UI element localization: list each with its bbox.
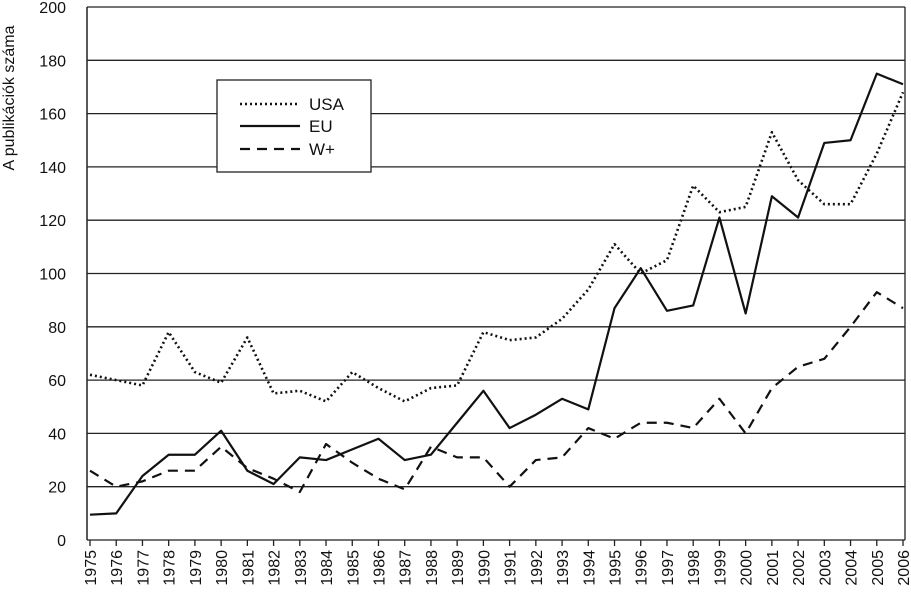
- x-tick-label: 1982: [267, 550, 284, 586]
- x-tick-label: 1996: [634, 550, 651, 586]
- x-tick-label: 1988: [424, 550, 441, 586]
- x-tick-label: 1991: [503, 550, 520, 586]
- x-tick-label: 1992: [529, 550, 546, 586]
- legend-label: USA: [309, 95, 345, 114]
- x-tick-label: 2004: [844, 550, 861, 586]
- x-tick-label: 1989: [450, 550, 467, 586]
- y-tick-label: 120: [39, 213, 66, 230]
- y-tick-label: 200: [39, 0, 66, 17]
- x-tick-labels: 1975 1976 1977 1978 1979 1980 1981 1982 1983 1984…: [83, 550, 911, 586]
- x-tick-label: 1979: [188, 550, 205, 586]
- legend-label: W+: [309, 140, 335, 159]
- x-tick-label: 1975: [83, 550, 100, 586]
- x-tick-label: 1987: [398, 550, 415, 586]
- x-tick-label: 2003: [817, 550, 834, 586]
- x-tick-label: 1990: [476, 550, 493, 586]
- x-tick-label: 2005: [870, 550, 887, 586]
- x-tick-label: 1997: [660, 550, 677, 586]
- series-line-usa: [89, 91, 905, 403]
- x-tick-label: 1994: [581, 550, 598, 586]
- series-line-w-: [89, 291, 904, 494]
- x-tick-label: 1985: [345, 550, 362, 586]
- y-tick-label: 0: [57, 533, 66, 550]
- x-tick-label: 1993: [555, 550, 572, 586]
- gridlines: [87, 6, 905, 541]
- x-tick-label: 1998: [686, 550, 703, 586]
- x-tick-label: 2000: [739, 550, 756, 586]
- series-line-eu: [89, 72, 904, 516]
- legend-label: EU: [309, 117, 333, 136]
- y-axis-title: A publikációk száma: [1, 25, 18, 170]
- y-tick-label: 180: [39, 53, 66, 70]
- x-tick-label: 1980: [214, 550, 231, 586]
- x-tick-label: 1976: [109, 550, 126, 586]
- y-tick-label: 80: [48, 320, 66, 337]
- y-tick-labels: 0 20 40 60 80 100 120 140 160 180 200: [39, 0, 66, 550]
- y-tick-label: 100: [39, 267, 66, 284]
- x-tick-label: 1983: [293, 550, 310, 586]
- x-tick-label: 2001: [765, 550, 782, 586]
- axes: [86, 7, 906, 546]
- x-tick-label: 1978: [162, 550, 179, 586]
- y-tick-label: 60: [48, 373, 66, 390]
- y-tick-label: 140: [39, 160, 66, 177]
- y-tick-label: 20: [48, 480, 66, 497]
- y-tick-label: 160: [39, 107, 66, 124]
- x-tick-label: 1984: [319, 550, 336, 586]
- legend: USA EU W+: [216, 79, 372, 173]
- x-tick-label: 1995: [608, 550, 625, 586]
- series-lines: [89, 72, 905, 516]
- x-tick-label: 1981: [240, 550, 257, 586]
- y-tick-label: 40: [48, 426, 66, 443]
- x-tick-label: 2002: [791, 550, 808, 586]
- x-tick-label: 2006: [896, 550, 911, 586]
- x-tick-label: 1999: [712, 550, 729, 586]
- x-tick-label: 1977: [135, 550, 152, 586]
- x-tick-label: 1986: [371, 550, 388, 586]
